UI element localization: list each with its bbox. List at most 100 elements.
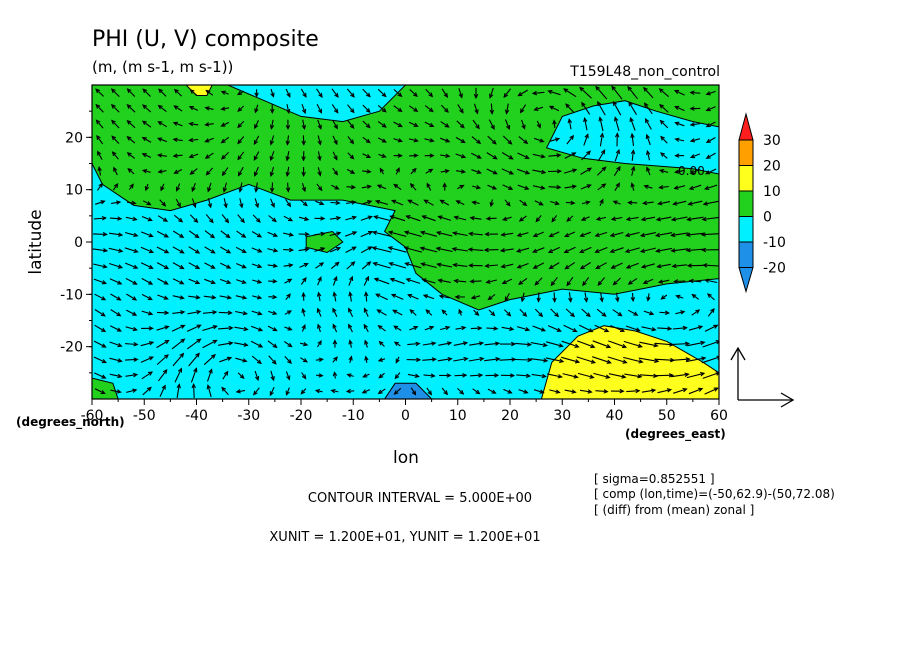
wind-vector-751 — [581, 101, 591, 115]
wind-vector-635 — [645, 149, 651, 161]
contour-region-1 — [92, 85, 719, 311]
wind-vector-215 — [332, 307, 338, 317]
wind-vector-240 — [94, 293, 107, 301]
wind-vector-318 — [688, 278, 702, 284]
wind-vector-398 — [685, 248, 705, 253]
wind-vector-402 — [124, 231, 139, 238]
contour-region-3 — [92, 377, 119, 399]
wind-vector-661 — [424, 138, 435, 143]
wind-vector-577 — [362, 169, 372, 174]
wind-vector-61 — [423, 373, 436, 378]
wind-vector-419 — [387, 230, 407, 237]
wind-vector-299 — [389, 277, 405, 285]
wind-vector-677 — [674, 137, 685, 142]
wind-vector-632 — [597, 149, 606, 162]
wind-vector-137 — [364, 339, 369, 348]
wind-vector-214 — [316, 307, 322, 317]
wind-vector-278 — [691, 293, 700, 300]
wind-vector-322 — [124, 262, 139, 269]
wind-vector-4 — [159, 384, 166, 397]
wind-vector-582 — [440, 169, 450, 174]
wind-vector-668 — [533, 137, 545, 143]
wind-vector-87 — [203, 353, 216, 366]
wind-vector-130 — [250, 340, 264, 348]
wind-vector-715 — [644, 118, 652, 130]
wind-vector-479 — [701, 216, 719, 222]
wind-vector-492 — [285, 198, 292, 208]
wind-vector-239 — [707, 308, 715, 317]
wind-vector-523 — [144, 183, 150, 192]
wind-vector-243 — [141, 293, 153, 301]
wind-vector-502 — [439, 199, 450, 206]
wind-vector-483 — [142, 200, 152, 206]
wind-vector-307 — [518, 277, 528, 285]
wind-vector-102 — [437, 356, 453, 362]
wind-vector-184 — [470, 325, 483, 331]
wind-vector-306 — [501, 278, 513, 284]
wind-vector-500 — [407, 199, 419, 206]
wind-vector-17 — [361, 389, 371, 394]
wind-vector-254 — [316, 291, 322, 302]
wind-vector-438 — [685, 232, 705, 238]
wind-vector-588 — [532, 169, 547, 175]
wind-vector-56 — [346, 373, 354, 378]
wind-vector-94 — [315, 357, 324, 362]
wind-vector-452 — [283, 215, 294, 222]
wind-vector-170 — [250, 325, 264, 332]
x-tick-label: 20 — [501, 408, 519, 424]
wind-vector-356 — [656, 263, 672, 269]
wind-vector-131 — [267, 340, 278, 349]
wind-vector-373 — [298, 247, 310, 252]
wind-vector-739 — [393, 105, 403, 113]
wind-vector-189 — [547, 325, 562, 332]
wind-vector-304 — [469, 279, 482, 284]
wind-vector-607 — [204, 152, 214, 159]
wind-vector-247 — [203, 295, 217, 300]
x-tick-label: 50 — [658, 408, 676, 424]
wind-vector-395 — [639, 247, 656, 253]
wind-vector-181 — [424, 325, 435, 331]
wind-vector-30 — [564, 389, 577, 394]
wind-vector-768 — [220, 90, 229, 95]
wind-vector-399 — [700, 247, 719, 253]
wind-vector-714 — [629, 116, 636, 131]
wind-vector-339 — [388, 261, 407, 269]
wind-vector-235 — [643, 310, 655, 316]
wind-vector-237 — [675, 310, 686, 315]
wind-vector-72 — [593, 372, 611, 379]
wind-vector-53 — [301, 372, 307, 380]
wind-vector-432 — [594, 231, 608, 238]
wind-vector-139 — [393, 341, 401, 347]
wind-vector-599 — [705, 168, 717, 175]
wind-vector-665 — [487, 135, 497, 145]
wind-vector-620 — [409, 153, 419, 158]
wind-vector-579 — [395, 167, 400, 175]
wind-vector-301 — [421, 278, 436, 284]
wind-vector-587 — [516, 168, 531, 175]
wind-vector-82 — [124, 357, 139, 362]
wind-vector-630 — [564, 152, 577, 159]
wind-vector-514 — [627, 200, 638, 205]
wind-vector-368 — [220, 246, 232, 254]
wind-vector-296 — [348, 275, 354, 286]
wind-vector-246 — [188, 295, 201, 300]
x-tick-label: -40 — [185, 408, 208, 424]
wind-vector-244 — [157, 294, 169, 300]
wind-vector-375 — [329, 246, 342, 253]
wind-vector-245 — [172, 295, 185, 300]
wind-vector-575 — [332, 167, 339, 176]
wind-vector-637 — [674, 153, 685, 158]
wind-vector-376 — [345, 246, 357, 253]
wind-vector-84 — [156, 354, 169, 366]
wind-vector-504 — [471, 200, 480, 205]
wind-vector-277 — [675, 294, 684, 299]
wind-vector-406 — [188, 230, 200, 239]
wind-vector-133 — [299, 341, 309, 347]
wind-vector-608 — [220, 152, 229, 160]
wind-vector-92 — [284, 356, 292, 365]
wind-vector-157 — [670, 341, 691, 346]
wind-vector-480 — [95, 200, 106, 205]
wind-vector-641 — [111, 135, 120, 144]
wind-vector-678 — [689, 138, 701, 143]
